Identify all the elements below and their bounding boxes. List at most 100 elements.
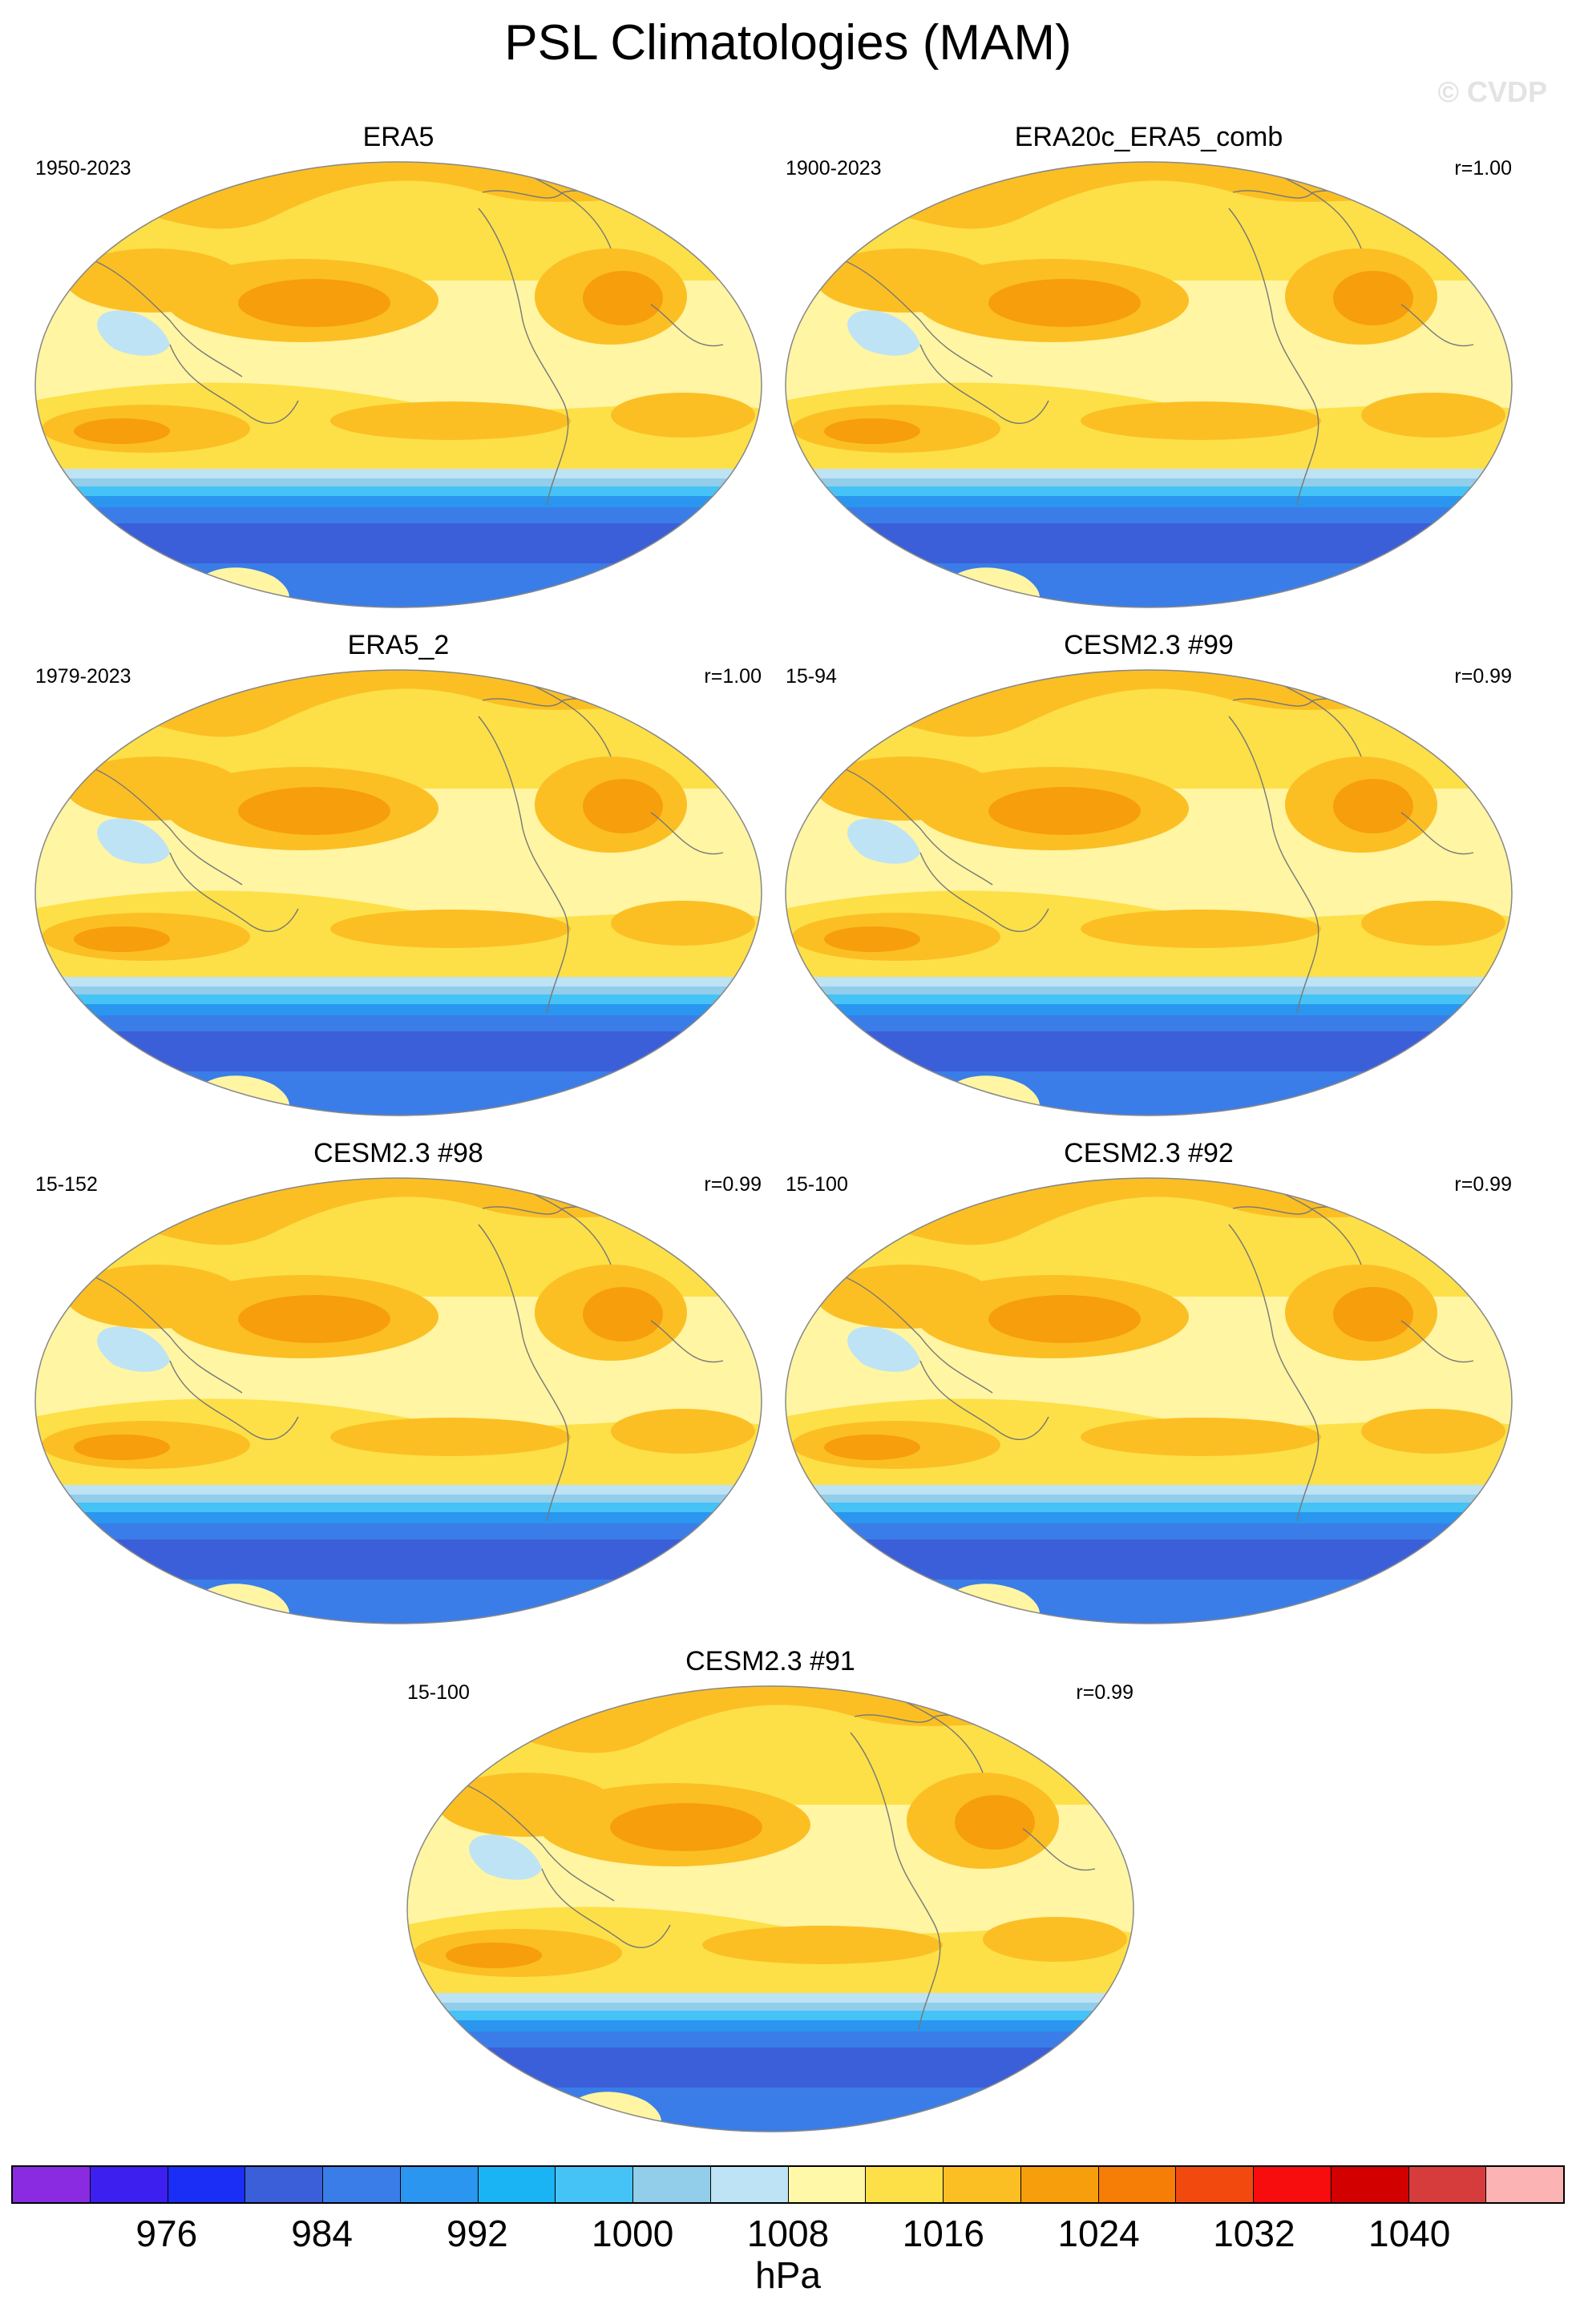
coastline (530, 684, 612, 757)
field-s-indian-high-core (446, 1943, 542, 1968)
colorbar-swatch (866, 2167, 944, 2202)
field-band-992 (35, 496, 762, 507)
panel-title: CESM2.3 #99 (1064, 630, 1234, 660)
colorbar-labels: 976 984 992 1000 1008 1016 1024 1032 1040 (11, 2212, 1565, 2257)
map-panel: ERA5_2 1979-2023 r=1.00 (34, 630, 763, 1127)
coastline (169, 344, 299, 424)
field-s-pacific-high (330, 1418, 571, 1456)
panel-title: CESM2.3 #98 (313, 1138, 483, 1168)
colorbar-tick-label: 984 (291, 2213, 353, 2254)
panel-period: 15-152 (35, 1173, 98, 1196)
colorbar-tick-label: 992 (447, 2213, 508, 2254)
panel-correlation: r=0.99 (1454, 665, 1512, 688)
panel-period: 15-100 (786, 1173, 848, 1196)
map-plot (34, 161, 762, 608)
map-plot (406, 1685, 1134, 2132)
field-siberian-high (816, 248, 992, 313)
field-antarctic-band (786, 1071, 1512, 1116)
field-s-indian-high-core (824, 926, 920, 952)
field-siberian-high (66, 248, 242, 313)
field-band-988 (786, 1015, 1512, 1031)
coastline (1280, 1192, 1362, 1265)
field-s-atlantic-high (611, 393, 755, 438)
field-siberian-high (66, 757, 242, 821)
map-outline (785, 669, 1513, 1116)
panel-correlation: r=1.00 (704, 665, 762, 688)
colorbar-swatch (1408, 2167, 1487, 2202)
coastline (1280, 176, 1362, 249)
coastline (530, 1192, 612, 1265)
field-s-atlantic-high (1361, 393, 1505, 438)
map-plot (785, 1177, 1513, 1624)
field-asian-low (97, 1326, 170, 1372)
field-band-992 (786, 496, 1512, 507)
colorbar-tick-label: 1000 (592, 2213, 674, 2254)
coastline (1400, 812, 1474, 855)
field-n-atlantic-high-core (583, 271, 663, 325)
field-band-992 (35, 1512, 762, 1523)
field-s-pacific-high (1081, 401, 1321, 440)
field-band-1000 (35, 478, 762, 486)
coastline (1228, 208, 1319, 506)
field-band-996 (35, 995, 762, 1004)
colorbar-swatch (323, 2167, 401, 2202)
colorbar-swatch (1331, 2167, 1409, 2202)
colorbar-swatch (788, 2167, 867, 2202)
colorbar-swatch (478, 2167, 556, 2202)
map-outline (785, 161, 1513, 608)
coastline (831, 1272, 993, 1394)
colorbar-tick-label: 1016 (902, 2213, 984, 2254)
coastline (1228, 1224, 1319, 1522)
field-s-atlantic-high (983, 1917, 1127, 1962)
coastline (478, 716, 569, 1014)
field-band-992 (786, 1004, 1512, 1015)
coastline (919, 1360, 1049, 1440)
field-antarctic-band (786, 563, 1512, 607)
field-band-996 (786, 486, 1512, 496)
field-siberian-high (66, 1265, 242, 1329)
colorbar-swatch (13, 2167, 91, 2202)
panel-title: ERA20c_ERA5_comb (1014, 122, 1283, 152)
colorbar-swatch (556, 2167, 633, 2202)
coastline (169, 852, 299, 932)
field-asian-low (97, 818, 170, 864)
map-plot (34, 1177, 762, 1624)
field-n-atlantic-high-core (1333, 271, 1413, 325)
field-band-1008 (786, 1485, 1512, 1495)
map-panel: CESM2.3 #92 15-100 r=0.99 (784, 1138, 1513, 1635)
coastline (650, 1320, 724, 1363)
map-plot (785, 669, 1513, 1116)
colorbar-swatch (400, 2167, 479, 2202)
field-band-988 (35, 1523, 762, 1539)
map-outline (406, 1685, 1134, 2132)
colorbar-swatch (1254, 2167, 1332, 2202)
field-band-988 (407, 2031, 1134, 2048)
panel-correlation: r=0.99 (1454, 1173, 1512, 1196)
field-band-996 (35, 1503, 762, 1512)
colorbar-swatch (1020, 2167, 1099, 2202)
field-band-1008 (35, 977, 762, 986)
colorbar-swatch (710, 2167, 789, 2202)
field-n-pacific-high-core (988, 279, 1141, 327)
field-s-pacific-high (1081, 1418, 1321, 1456)
colorbar-swatch (1486, 2167, 1563, 2202)
field-band-996 (786, 1503, 1512, 1512)
field-s-pacific-high (1081, 910, 1321, 948)
panel-period: 15-100 (407, 1681, 470, 1704)
panel-period: 1950-2023 (35, 157, 131, 180)
field-n-pacific-high-core (238, 279, 390, 327)
field-n-atlantic-high-core (583, 779, 663, 833)
colorbar-tick-label: 1008 (746, 2213, 830, 2254)
panel-correlation: r=0.99 (1076, 1681, 1134, 1704)
coastline (530, 176, 612, 249)
field-band-996 (786, 995, 1512, 1004)
field-antarctic-band (407, 2088, 1134, 2132)
field-s-atlantic-high (1361, 1409, 1505, 1454)
colorbar-tick-label: 1024 (1057, 2213, 1140, 2254)
coastline (81, 256, 243, 377)
field-band-988 (786, 1523, 1512, 1539)
coastline (1400, 304, 1474, 347)
field-s-indian-high-core (74, 1434, 170, 1460)
map-outline (34, 161, 762, 608)
map-plot (785, 161, 1513, 608)
